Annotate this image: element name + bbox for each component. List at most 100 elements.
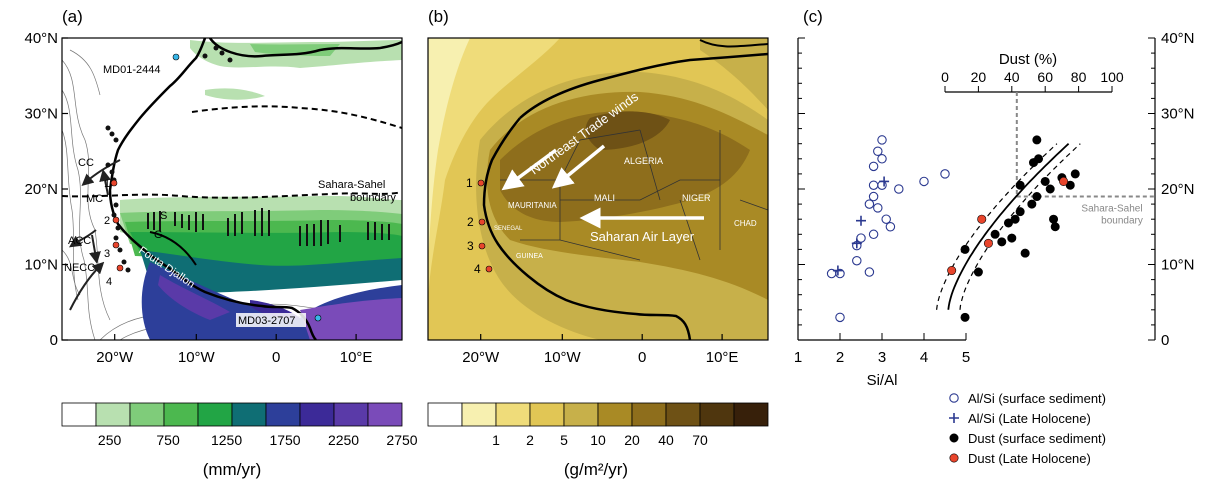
mauritania-current-arrow bbox=[99, 169, 112, 196]
right-axis-label: 20°N bbox=[1161, 181, 1195, 198]
dust-surface-point bbox=[1032, 135, 1042, 145]
panel-b-map: 1 2 3 4 Northeast Trade winds Saharan Ai… bbox=[428, 38, 768, 340]
necc-arrow-down bbox=[89, 234, 101, 264]
si-al-tick-label: 2 bbox=[836, 349, 844, 366]
panel-a-ytick-label: 0 bbox=[50, 332, 58, 349]
algeria-label: ALGERIA bbox=[624, 156, 663, 166]
al-si-surface-point bbox=[864, 267, 875, 277]
dust-confidence-lower bbox=[936, 143, 1058, 310]
dust-holocene-point bbox=[983, 238, 993, 248]
dust-surface-point bbox=[960, 312, 970, 322]
panel-a-ytick-label: 20°N bbox=[24, 181, 58, 198]
dust-level-6 bbox=[585, 111, 670, 150]
boundary-note-line1: Sahara-Sahel bbox=[1081, 204, 1142, 215]
dust-level-1 bbox=[428, 38, 560, 300]
panel-a-colorbar: 250 750 1250 1750 2250 2750 bbox=[61, 402, 418, 448]
dust-level-0 bbox=[428, 38, 470, 260]
md03-label-bg bbox=[236, 313, 306, 327]
dust-surface-point bbox=[1010, 214, 1020, 224]
dust-surface-point bbox=[997, 237, 1007, 247]
si-al-tick-label: 3 bbox=[878, 349, 886, 366]
dust-surface-point bbox=[1050, 222, 1060, 232]
mali-label: MALI bbox=[594, 193, 615, 203]
al-si-surface-point bbox=[864, 199, 875, 209]
panel-a-colorbar-swatch bbox=[265, 402, 301, 427]
panel-a-label: (a) bbox=[62, 7, 83, 26]
core-sites bbox=[105, 45, 233, 273]
panel-b-colorbar-tick: 2 bbox=[526, 432, 534, 448]
panel-b-xtick-label: 10°E bbox=[706, 349, 739, 366]
dust-tick-label: 100 bbox=[1100, 69, 1124, 85]
dust-surface-point bbox=[973, 267, 983, 277]
si-al-tick-label: 5 bbox=[962, 349, 970, 366]
panel-b-colorbar-tick: 20 bbox=[624, 432, 640, 448]
legend-label: Al/Si (Late Holocene) bbox=[968, 411, 1091, 426]
panel-b-frame bbox=[427, 37, 769, 341]
al-si-surface-point bbox=[868, 180, 879, 190]
acc-arrow bbox=[69, 229, 97, 248]
necc-label: NECC bbox=[64, 262, 95, 274]
sahara-sahel-boundary-line bbox=[62, 191, 402, 199]
mauritania-label: MAURITANIA bbox=[508, 201, 557, 210]
panel-b-axes: 20°W 10°W 0 10°E bbox=[462, 334, 738, 366]
panel-a-colorbar-swatch bbox=[333, 402, 369, 427]
senegal-label: SENEGAL bbox=[494, 226, 523, 232]
chad-label: CHAD bbox=[734, 219, 757, 228]
panel-b-colorbar-tick: 40 bbox=[658, 432, 674, 448]
right-axis-label: 0 bbox=[1161, 332, 1169, 349]
site4-label-b: 4 bbox=[474, 262, 481, 276]
right-axis-label: 30°N bbox=[1161, 106, 1195, 123]
legend-label: Dust (surface sediment) bbox=[968, 431, 1106, 446]
al-si-surface-point bbox=[885, 222, 896, 232]
panel-a-xtick-label: 20°W bbox=[96, 349, 134, 366]
al-si-surface-point bbox=[940, 169, 950, 179]
al-si-surface-point bbox=[919, 176, 929, 187]
panel-a-ytick-label: 40°N bbox=[24, 30, 58, 47]
boundary-note-line2: boundary bbox=[1101, 216, 1143, 227]
panel-a: (a) bbox=[24, 7, 417, 479]
dust-tick-label: 40 bbox=[1004, 69, 1020, 85]
panel-a-colorbar-swatch bbox=[61, 402, 97, 427]
dust-holocene-point bbox=[947, 266, 957, 276]
legend-label: Dust (Late Holocene) bbox=[968, 451, 1091, 466]
panel-b-colorbar-swatch bbox=[733, 402, 769, 427]
panel-a-colorbar-swatch bbox=[299, 402, 335, 427]
dust-surface-point bbox=[1049, 214, 1059, 224]
mc-label: MC bbox=[86, 193, 103, 205]
guinea-label: GUINEA bbox=[516, 253, 543, 260]
al-si-surface-point bbox=[873, 203, 883, 213]
dust-surface-point bbox=[1040, 176, 1050, 186]
panel-a-colorbar-tick: 250 bbox=[98, 432, 122, 448]
site1-label-a: 1 bbox=[104, 178, 110, 190]
country-borders bbox=[500, 129, 768, 261]
panel-a-colorbar-tick: 2250 bbox=[328, 432, 359, 448]
panel-b-xtick-label: 20°W bbox=[462, 349, 500, 366]
dust-tick-label: 60 bbox=[1037, 69, 1053, 85]
si-al-tick-label: 4 bbox=[920, 349, 928, 366]
panel-b-colorbar-swatch bbox=[631, 402, 667, 427]
md03-2707-site bbox=[314, 314, 322, 322]
sal-label: Saharan Air Layer bbox=[590, 229, 695, 244]
panel-a-colorbar-tick: 750 bbox=[156, 432, 180, 448]
panel-b-colorbar-swatch bbox=[461, 402, 497, 427]
md03-label: MD03-2707 bbox=[238, 315, 295, 327]
dust-surface-point bbox=[1015, 180, 1025, 190]
dust-confidence-upper bbox=[959, 143, 1081, 310]
panel-a-ytick-label: 10°N bbox=[24, 257, 58, 274]
panel-b-colorbar-tick: 1 bbox=[492, 432, 500, 448]
panel-a-xtick-label: 10°W bbox=[178, 349, 216, 366]
panel-a-ytick-label: 30°N bbox=[24, 106, 58, 123]
si-al-axis-title: Si/Al bbox=[867, 372, 898, 389]
dust-surface-point bbox=[1020, 248, 1030, 258]
dust-surface-point bbox=[1003, 218, 1013, 228]
md01-label: MD01-2444 bbox=[103, 64, 160, 76]
dust-level-5 bbox=[500, 111, 750, 222]
al-si-surface-point bbox=[877, 135, 887, 145]
dust-surface-point bbox=[1029, 158, 1039, 168]
boundary-label-line1: Sahara-Sahel bbox=[318, 179, 385, 191]
al-si-surface-point bbox=[835, 312, 845, 323]
al-si-surface-point bbox=[877, 154, 887, 164]
dust-surface-point bbox=[1015, 207, 1025, 217]
al-si-holocene-point bbox=[832, 265, 843, 276]
